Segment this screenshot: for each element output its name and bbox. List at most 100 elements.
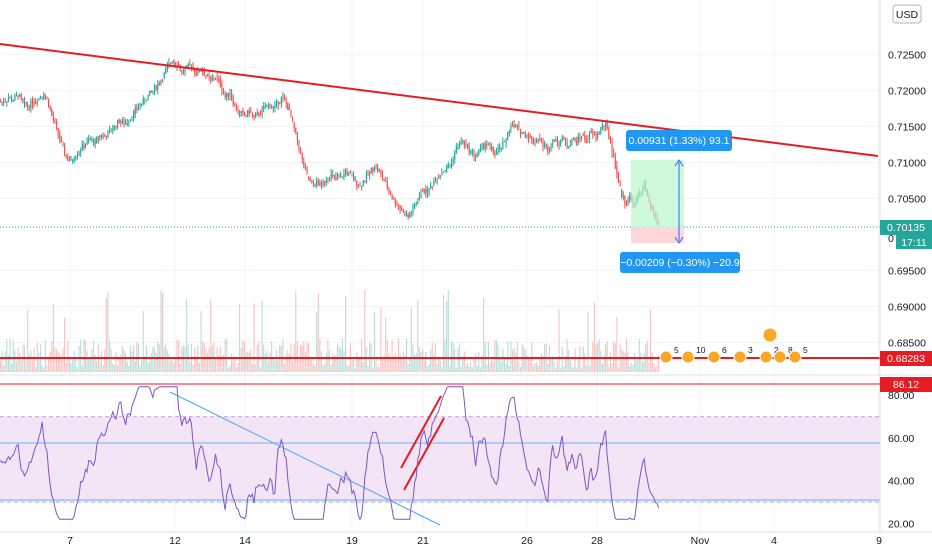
volume-bar (168, 353, 170, 372)
price-tick: 0.71000 (888, 158, 926, 170)
volume-bar (436, 363, 438, 372)
candle-body (503, 141, 506, 143)
candle-body (274, 103, 276, 108)
volume-bar (30, 350, 32, 372)
rsi-pane[interactable] (0, 383, 880, 526)
volume-bar (409, 356, 411, 372)
event-flag-icon[interactable] (788, 350, 802, 364)
volume-bar (330, 364, 332, 372)
candle-body (145, 100, 148, 102)
volume-bar (580, 367, 583, 372)
volume-bar (147, 362, 149, 372)
candle-body (601, 125, 603, 129)
candle-body (76, 154, 79, 156)
candle-body (144, 101, 146, 103)
candle-body (399, 205, 401, 209)
volume-bar (531, 341, 533, 372)
volume-bar (214, 359, 217, 372)
event-flag-icon[interactable] (773, 350, 787, 364)
currency-button[interactable]: USD (892, 4, 922, 24)
volume-bar (447, 289, 449, 372)
volume-bar (389, 356, 392, 372)
measure-up-label: 0.00931 (1.33%) 93.1 (629, 135, 730, 147)
volume-bar (508, 365, 510, 372)
volume-bar (444, 339, 446, 372)
candle-body (555, 139, 557, 142)
volume-bar (547, 363, 549, 372)
event-flag-icon[interactable] (733, 350, 747, 364)
volume-bar (255, 364, 257, 372)
event-flag-icon[interactable] (762, 327, 778, 343)
event-flag-icon[interactable] (707, 350, 721, 364)
candle-body (510, 125, 512, 129)
candle-body (531, 136, 533, 139)
economic-events[interactable]: 5 10 6 3 2 8 5 (659, 327, 808, 364)
candle-body (353, 175, 355, 181)
price-pane[interactable] (0, 0, 880, 375)
volume-bar (35, 366, 37, 372)
rsi-channel-line[interactable] (403, 417, 445, 491)
candle-body (611, 142, 613, 154)
position-tool[interactable]: 0.00931 (1.33%) 93.1 −0.00209 (−0.30%) −… (620, 130, 740, 273)
candle-body (303, 161, 305, 168)
candle-body (471, 151, 473, 153)
candle-body (617, 173, 620, 183)
volume-bar (51, 341, 53, 372)
volume-bar (206, 352, 209, 372)
candle-body (312, 184, 315, 186)
position-loss-zone[interactable] (631, 228, 684, 243)
price-axis[interactable]: 0.72500 0.72000 0.71500 0.71000 0.70500 0.695… (888, 50, 926, 350)
candle-body (89, 139, 91, 141)
candle-body (46, 97, 48, 99)
position-profit-zone[interactable] (631, 160, 684, 228)
volume-bar (219, 346, 221, 372)
volume-bar (227, 367, 229, 372)
volume-bar (54, 346, 56, 372)
volume-bar (479, 367, 481, 372)
rsi-channel-line[interactable] (400, 395, 442, 469)
volume-bar (20, 360, 22, 372)
candle-body (521, 132, 523, 134)
candle-body (407, 214, 409, 218)
volume-bar (250, 349, 252, 372)
candle-body (470, 150, 472, 153)
candle-body (457, 147, 459, 149)
candle-body (539, 138, 541, 141)
volume-bar (253, 303, 255, 372)
event-flag-icon[interactable] (659, 350, 673, 364)
volume-bar (341, 338, 343, 372)
currency-label: USD (896, 9, 919, 21)
volume-bar (12, 340, 14, 372)
volume-bar (528, 358, 530, 372)
arrow-down-icon (674, 236, 684, 244)
candle-body (412, 205, 414, 213)
volume-bar (100, 350, 103, 372)
volume-bar (295, 291, 297, 372)
candle-body (564, 137, 567, 143)
rsi-axis[interactable]: 80.00 60.00 40.00 20.00 (888, 390, 914, 530)
candle-body (224, 93, 226, 98)
event-flag-icon[interactable] (681, 350, 695, 364)
volume-bar (237, 362, 239, 372)
candle-body (614, 155, 616, 169)
candle-body (332, 174, 334, 176)
volume-bar (126, 361, 128, 372)
rsi-trendline[interactable] (169, 391, 441, 526)
candle-body (245, 115, 247, 117)
candle-body (572, 138, 575, 140)
candle-body (308, 176, 310, 180)
volume-bar (523, 346, 525, 372)
event-flag-icon[interactable] (759, 350, 773, 364)
volume-bar (320, 351, 323, 372)
date-axis[interactable]: 7 12 14 19 21 26 28 Nov 4 9 (67, 535, 882, 547)
candle-body (213, 78, 215, 80)
volume-bar (4, 351, 6, 372)
candle-body (537, 139, 539, 141)
volume-bar (325, 353, 327, 372)
candle-body (227, 92, 229, 97)
candle-body (280, 98, 282, 104)
candle-body (283, 97, 286, 100)
date-tick: 7 (67, 535, 73, 547)
candle-body (166, 65, 168, 69)
